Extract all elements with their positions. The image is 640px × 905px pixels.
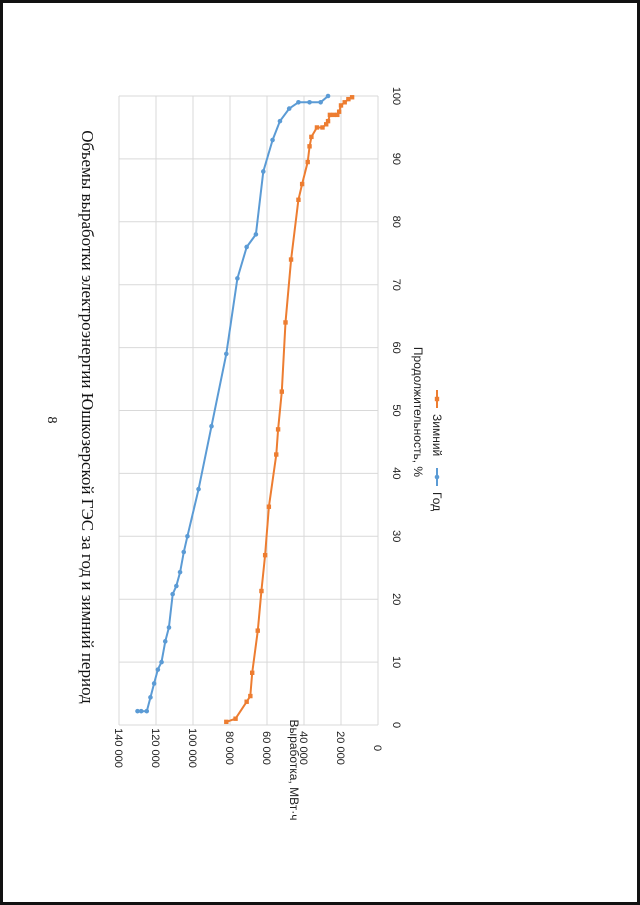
data-point — [277, 118, 283, 124]
data-point — [151, 681, 157, 686]
page-number: 8 — [44, 417, 59, 424]
series-line — [137, 95, 329, 713]
data-point — [259, 588, 264, 594]
data-point — [177, 569, 183, 575]
x-tick-label: 50 — [390, 404, 402, 416]
data-point — [283, 320, 288, 325]
data-point — [185, 534, 190, 539]
data-point — [349, 95, 355, 100]
data-point — [325, 93, 331, 99]
x-tick-label: 60 — [390, 341, 402, 353]
x-tick-label: 40 — [390, 467, 402, 479]
data-point — [296, 197, 301, 202]
data-point — [314, 125, 320, 130]
data-point — [296, 99, 301, 105]
x-axis-label: Продолжительность, % — [411, 347, 425, 477]
legend-label: Зимний — [430, 414, 444, 456]
data-point — [196, 486, 201, 492]
y-tick-label: 80 000 — [223, 731, 235, 765]
data-point — [174, 583, 179, 589]
chart-title: Объемы выработки электроэнергии Юшкозерс… — [78, 130, 97, 704]
data-point — [320, 125, 325, 130]
data-point — [253, 232, 259, 237]
data-point — [336, 109, 342, 114]
data-point — [224, 719, 229, 725]
series-god — [135, 93, 331, 714]
data-point — [324, 122, 329, 127]
x-tick-label: 30 — [390, 530, 402, 542]
data-point — [325, 118, 331, 124]
data-point — [135, 708, 140, 714]
data-point — [307, 144, 312, 149]
x-tick-label: 90 — [390, 153, 402, 165]
data-point — [224, 351, 229, 357]
series — [135, 93, 355, 725]
data-point — [331, 112, 336, 118]
y-tick-label: 120 000 — [149, 728, 161, 768]
data-point — [181, 549, 187, 555]
x-tick-label: 0 — [390, 722, 402, 728]
data-point — [270, 137, 275, 143]
data-point — [305, 159, 310, 165]
data-point — [274, 452, 279, 457]
y-tick-label: 60 000 — [260, 731, 272, 765]
data-point — [244, 244, 249, 250]
data-point — [170, 591, 175, 597]
y-tick-label: 0 — [371, 745, 383, 751]
data-point — [335, 112, 340, 118]
y-tick-label: 100 000 — [186, 728, 198, 768]
series-line — [225, 96, 353, 723]
data-point — [307, 99, 312, 105]
x-tick-label: 100 — [390, 87, 402, 105]
y-tick-label: 40 000 — [297, 731, 309, 765]
data-point — [159, 659, 164, 665]
data-point — [248, 693, 253, 699]
data-point — [155, 667, 161, 672]
gridlines — [118, 95, 379, 726]
data-point — [279, 389, 284, 394]
data-point — [346, 96, 351, 102]
x-tick-label: 70 — [390, 279, 402, 291]
data-point — [138, 708, 144, 714]
data-point — [261, 169, 266, 174]
data-point — [262, 552, 268, 558]
data-point — [327, 112, 333, 118]
x-tick-label: 20 — [390, 593, 402, 605]
data-point — [309, 134, 314, 140]
x-tick-label: 10 — [390, 656, 402, 668]
data-point — [275, 427, 281, 432]
data-point — [144, 708, 150, 714]
data-point — [342, 100, 347, 105]
data-point — [162, 639, 168, 644]
legend-swatch-marker — [434, 396, 440, 402]
data-point — [235, 276, 240, 281]
data-point — [318, 99, 323, 105]
tick-labels: 0 20 000 40 000 60 000 80 000 100 000 120 000 1… — [112, 87, 402, 768]
data-point — [266, 504, 272, 509]
series-zimniy — [224, 95, 355, 725]
data-point — [233, 716, 238, 721]
legend-label: Год — [430, 492, 444, 511]
x-tick-label: 80 — [390, 216, 402, 228]
legend-swatch-marker — [434, 474, 440, 480]
y-axis-label: Выработка, МВт·ч — [287, 720, 301, 821]
data-point — [148, 695, 153, 700]
data-point — [250, 670, 255, 675]
data-point — [288, 257, 294, 262]
data-point — [286, 106, 292, 111]
data-point — [299, 181, 305, 187]
y-tick-label: 20 000 — [334, 731, 346, 765]
data-point — [338, 103, 344, 108]
data-point — [244, 699, 249, 704]
legend: Год Зимний — [430, 390, 444, 511]
data-point — [209, 423, 214, 429]
y-tick-label: 140 000 — [112, 728, 124, 768]
data-point — [255, 628, 260, 633]
data-point — [166, 625, 172, 630]
